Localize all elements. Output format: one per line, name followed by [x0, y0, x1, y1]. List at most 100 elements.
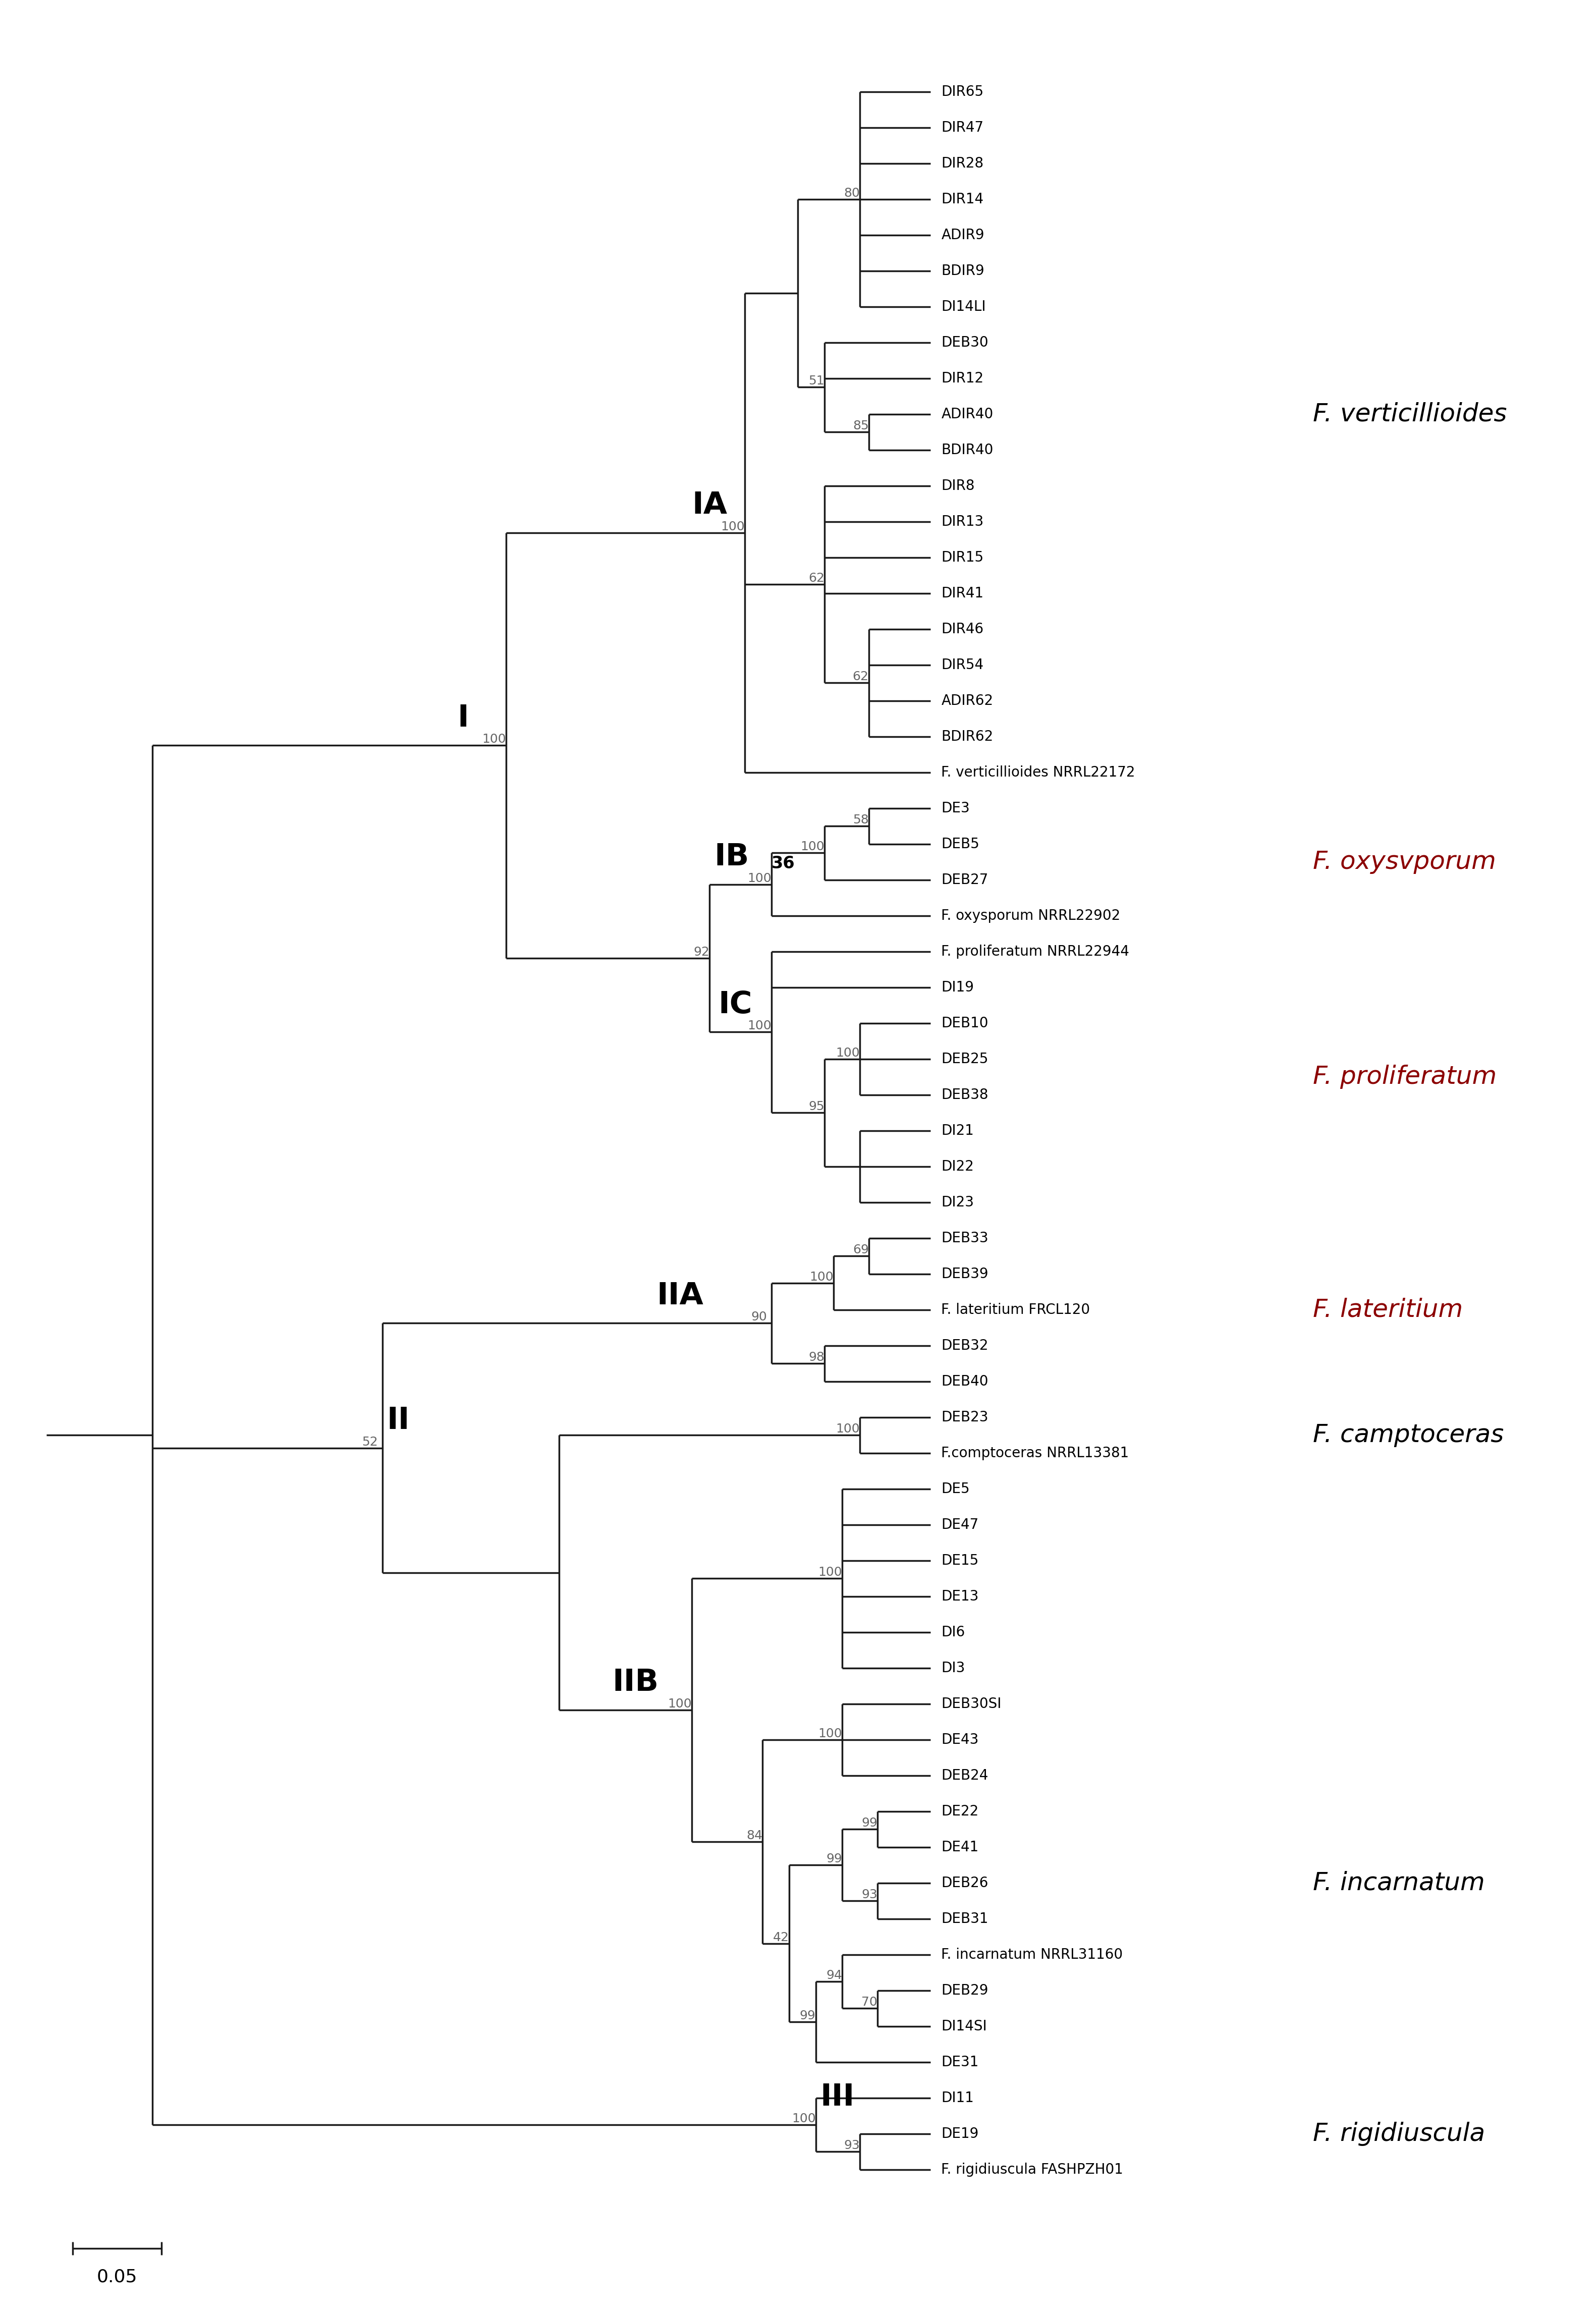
Text: DE15: DE15	[942, 1553, 978, 1567]
Text: DEB30SI: DEB30SI	[942, 1697, 1002, 1711]
Text: DEB32: DEB32	[942, 1338, 988, 1352]
Text: DI14LI: DI14LI	[942, 299, 986, 315]
Text: F. lateritium FRCL120: F. lateritium FRCL120	[942, 1303, 1090, 1317]
Text: DIR13: DIR13	[942, 514, 983, 528]
Text: BDIR9: BDIR9	[942, 264, 985, 278]
Text: DEB5: DEB5	[942, 838, 980, 852]
Text: F. oxysvporum: F. oxysvporum	[1312, 850, 1495, 875]
Text: DE31: DE31	[942, 2056, 978, 2070]
Text: 93: 93	[844, 2139, 860, 2151]
Text: ADIR9: ADIR9	[942, 227, 985, 243]
Text: F. rigidiuscula: F. rigidiuscula	[1312, 2121, 1484, 2146]
Text: 98: 98	[809, 1352, 825, 1364]
Text: DIR28: DIR28	[942, 155, 983, 171]
Text: F. rigidiuscula FASHPZH01: F. rigidiuscula FASHPZH01	[942, 2162, 1124, 2176]
Text: 100: 100	[747, 873, 771, 884]
Text: DIR65: DIR65	[942, 86, 983, 100]
Text: DI23: DI23	[942, 1195, 974, 1208]
Text: IB: IB	[713, 843, 749, 873]
Text: DIR41: DIR41	[942, 586, 983, 600]
Text: DEB29: DEB29	[942, 1984, 988, 1998]
Text: 58: 58	[852, 815, 868, 826]
Text: 62: 62	[809, 572, 825, 583]
Text: F. verticillioides NRRL22172: F. verticillioides NRRL22172	[942, 766, 1135, 780]
Text: DE13: DE13	[942, 1590, 978, 1604]
Text: 100: 100	[667, 1697, 693, 1711]
Text: F. proliferatum: F. proliferatum	[1312, 1065, 1497, 1088]
Text: F. proliferatum NRRL22944: F. proliferatum NRRL22944	[942, 945, 1130, 958]
Text: IIB: IIB	[613, 1667, 659, 1697]
Text: IC: IC	[718, 991, 752, 1019]
Text: DEB30: DEB30	[942, 336, 988, 350]
Text: F. incarnatum: F. incarnatum	[1312, 1871, 1484, 1896]
Text: DI21: DI21	[942, 1123, 974, 1137]
Text: 100: 100	[836, 1424, 860, 1435]
Text: IA: IA	[693, 491, 728, 521]
Text: DEB24: DEB24	[942, 1769, 988, 1783]
Text: DEB10: DEB10	[942, 1016, 988, 1030]
Text: 70: 70	[862, 1996, 878, 2009]
Text: 0.05: 0.05	[97, 2269, 137, 2285]
Text: 36: 36	[771, 854, 795, 873]
Text: 100: 100	[747, 1021, 771, 1032]
Text: 100: 100	[809, 1271, 833, 1283]
Text: DI19: DI19	[942, 979, 974, 995]
Text: DEB26: DEB26	[942, 1875, 988, 1889]
Text: 100: 100	[801, 840, 825, 852]
Text: 99: 99	[827, 1852, 843, 1866]
Text: DEB23: DEB23	[942, 1410, 988, 1424]
Text: F. lateritium: F. lateritium	[1312, 1299, 1462, 1322]
Text: DEB25: DEB25	[942, 1051, 988, 1065]
Text: 69: 69	[852, 1243, 868, 1257]
Text: 80: 80	[844, 188, 860, 199]
Text: III: III	[820, 2084, 854, 2111]
Text: 92: 92	[694, 947, 710, 958]
Text: 99: 99	[800, 2009, 816, 2021]
Text: 100: 100	[819, 1567, 843, 1579]
Text: 85: 85	[852, 419, 868, 433]
Text: DEB39: DEB39	[942, 1266, 988, 1280]
Text: IIA: IIA	[656, 1280, 704, 1310]
Text: 100: 100	[482, 734, 506, 745]
Text: DE22: DE22	[942, 1803, 978, 1817]
Text: DI3: DI3	[942, 1660, 966, 1676]
Text: 90: 90	[752, 1310, 768, 1324]
Text: 62: 62	[852, 671, 868, 683]
Text: DE41: DE41	[942, 1840, 978, 1854]
Text: 100: 100	[721, 521, 745, 532]
Text: BDIR40: BDIR40	[942, 442, 993, 456]
Text: DI22: DI22	[942, 1160, 974, 1174]
Text: 52: 52	[362, 1435, 378, 1447]
Text: 100: 100	[836, 1046, 860, 1058]
Text: DI11: DI11	[942, 2090, 974, 2104]
Text: 95: 95	[809, 1100, 825, 1114]
Text: 99: 99	[862, 1817, 878, 1829]
Text: 84: 84	[747, 1829, 763, 1840]
Text: BDIR62: BDIR62	[942, 729, 993, 743]
Text: DI6: DI6	[942, 1625, 966, 1639]
Text: DIR8: DIR8	[942, 479, 975, 493]
Text: 100: 100	[792, 2114, 816, 2125]
Text: DEB31: DEB31	[942, 1912, 988, 1926]
Text: ADIR62: ADIR62	[942, 694, 993, 708]
Text: 94: 94	[827, 1970, 843, 1982]
Text: DIR46: DIR46	[942, 623, 983, 637]
Text: 100: 100	[819, 1727, 843, 1739]
Text: ADIR40: ADIR40	[942, 407, 993, 421]
Text: DIR54: DIR54	[942, 657, 983, 671]
Text: DE5: DE5	[942, 1482, 970, 1495]
Text: 93: 93	[862, 1889, 878, 1901]
Text: DIR15: DIR15	[942, 551, 983, 565]
Text: DE43: DE43	[942, 1732, 978, 1748]
Text: DIR47: DIR47	[942, 120, 983, 134]
Text: DEB40: DEB40	[942, 1375, 988, 1389]
Text: DE47: DE47	[942, 1519, 978, 1533]
Text: F. verticillioides: F. verticillioides	[1312, 403, 1507, 426]
Text: F. camptoceras: F. camptoceras	[1312, 1424, 1503, 1447]
Text: DEB33: DEB33	[942, 1232, 988, 1245]
Text: II: II	[386, 1405, 410, 1435]
Text: DI14SI: DI14SI	[942, 2019, 986, 2033]
Text: 42: 42	[772, 1931, 788, 1942]
Text: DEB38: DEB38	[942, 1088, 988, 1102]
Text: DE19: DE19	[942, 2127, 978, 2141]
